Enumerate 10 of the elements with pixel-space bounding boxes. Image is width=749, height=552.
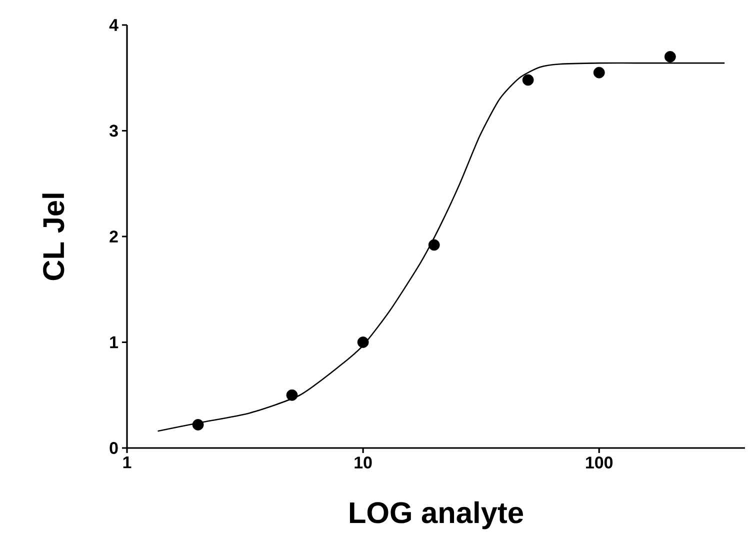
y-tick-label: 1	[110, 336, 118, 348]
x-tick-label: 100	[586, 456, 613, 469]
x-tick-label: 10	[354, 456, 372, 469]
y-tick-label: 2	[110, 230, 118, 242]
x-axis-title: LOG analyte	[350, 501, 524, 530]
y-tick-label: 4	[109, 19, 118, 31]
y-axis-title: CL Jel	[42, 194, 64, 280]
y-tick-label: 0	[110, 442, 118, 454]
y-tick-label: 3	[109, 124, 118, 137]
x-tick-label: 1	[123, 456, 132, 468]
